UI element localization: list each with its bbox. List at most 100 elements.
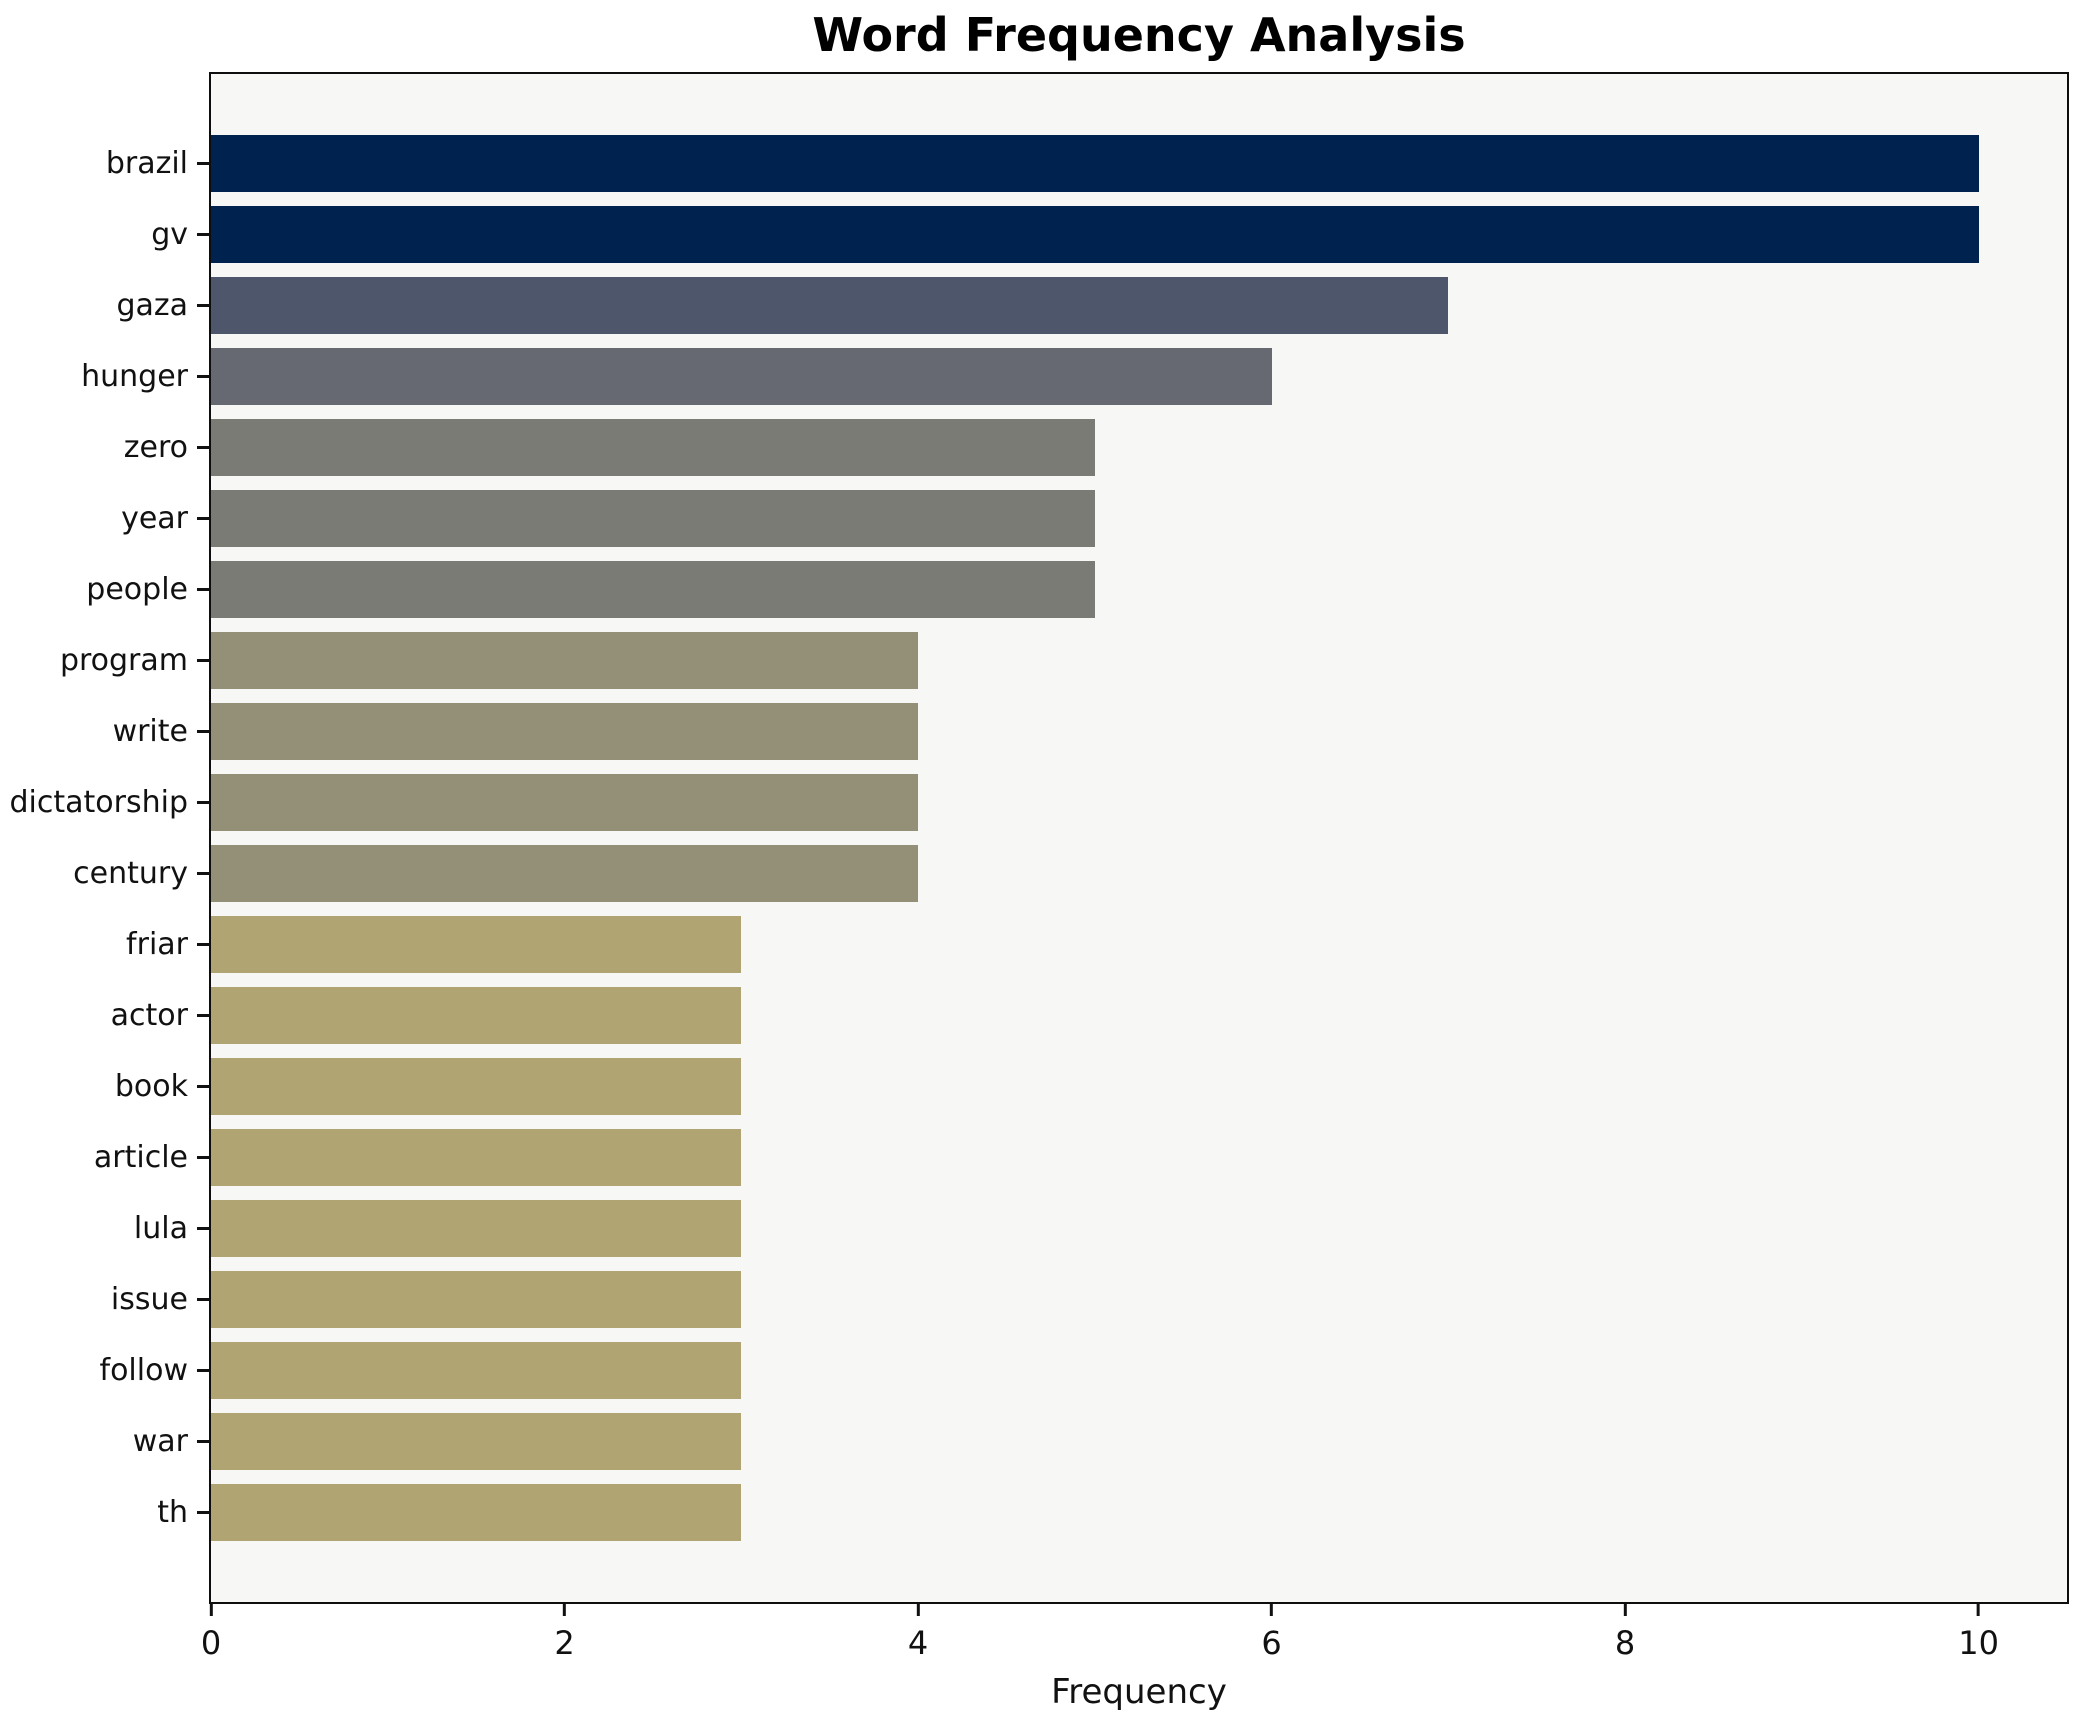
y-tick-mark xyxy=(197,446,209,449)
y-tick-mark xyxy=(197,730,209,733)
y-tick-label: brazil xyxy=(105,146,188,181)
y-tick-label: century xyxy=(73,856,188,891)
y-tick-row: war xyxy=(0,1406,209,1477)
bar-people xyxy=(211,561,1095,618)
y-tick-mark xyxy=(197,1298,209,1301)
y-tick-row: lula xyxy=(0,1193,209,1264)
y-tick-row: hunger xyxy=(0,341,209,412)
bar-row xyxy=(211,341,2067,412)
bar-row xyxy=(211,483,2067,554)
x-tick-label: 2 xyxy=(554,1624,575,1662)
x-tick-label: 0 xyxy=(200,1624,222,1662)
y-tick-label: dictatorship xyxy=(9,785,189,820)
bar-row xyxy=(211,625,2067,696)
bar-row xyxy=(211,412,2067,483)
y-tick-row: follow xyxy=(0,1335,209,1406)
bar-gv xyxy=(211,206,1979,263)
y-tick-mark xyxy=(197,1369,209,1372)
y-tick-label: book xyxy=(114,1069,188,1104)
bar-row xyxy=(211,1193,2067,1264)
y-tick-mark xyxy=(197,801,209,804)
bar-row xyxy=(211,1122,2067,1193)
y-tick-label: th xyxy=(157,1495,188,1530)
y-tick-row: book xyxy=(0,1051,209,1122)
y-tick-label: hunger xyxy=(81,359,188,394)
y-tick-row: th xyxy=(0,1477,209,1548)
y-tick-row: article xyxy=(0,1122,209,1193)
y-tick-mark xyxy=(197,304,209,307)
bar-issue xyxy=(211,1271,742,1328)
y-tick-mark xyxy=(197,1227,209,1230)
x-tick-mark xyxy=(916,1604,920,1616)
y-tick-label: write xyxy=(112,714,188,749)
x-tick: 4 xyxy=(908,1604,928,1662)
bar-war xyxy=(211,1413,742,1470)
x-axis-label: Frequency xyxy=(1051,1672,1227,1712)
bar-row xyxy=(211,270,2067,341)
y-tick-row: dictatorship xyxy=(0,767,209,838)
bar-article xyxy=(211,1129,742,1186)
y-tick-mark xyxy=(197,1085,209,1088)
y-tick-label: friar xyxy=(126,927,188,962)
y-tick-mark xyxy=(197,162,209,165)
x-tick-label: 10 xyxy=(1958,1624,1999,1662)
y-tick-row: program xyxy=(0,625,209,696)
bar-zero xyxy=(211,419,1095,476)
y-tick-label: issue xyxy=(110,1282,188,1317)
bar-dictatorship xyxy=(211,774,919,831)
y-tick-mark xyxy=(197,588,209,591)
y-tick-row: write xyxy=(0,696,209,767)
bar-row xyxy=(211,1477,2067,1548)
bar-row xyxy=(211,554,2067,625)
y-tick-mark xyxy=(197,1511,209,1514)
bar-year xyxy=(211,490,1095,547)
y-tick-mark xyxy=(197,1156,209,1159)
bar-brazil xyxy=(211,135,1979,192)
y-tick-label: actor xyxy=(110,998,188,1033)
y-tick-row: year xyxy=(0,483,209,554)
y-tick-row: gaza xyxy=(0,270,209,341)
plot-area xyxy=(209,72,2069,1604)
y-tick-label: follow xyxy=(99,1353,188,1388)
y-tick-row: brazil xyxy=(0,128,209,199)
x-tick: 2 xyxy=(554,1604,575,1662)
bar-lula xyxy=(211,1200,742,1257)
y-tick-label: war xyxy=(132,1424,188,1459)
x-tick: 8 xyxy=(1615,1604,1635,1662)
y-tick-row: people xyxy=(0,554,209,625)
x-tick-mark xyxy=(563,1604,567,1616)
y-tick-label: lula xyxy=(133,1211,188,1246)
x-tick-mark xyxy=(1623,1604,1627,1616)
y-tick-mark xyxy=(197,1014,209,1017)
y-tick-row: century xyxy=(0,838,209,909)
y-tick-mark xyxy=(197,1440,209,1443)
x-tick: 6 xyxy=(1261,1604,1282,1662)
x-tick-mark xyxy=(1977,1604,1981,1616)
bar-gaza xyxy=(211,277,1449,334)
x-tick-mark xyxy=(209,1604,213,1616)
y-tick-label: gv xyxy=(151,217,188,252)
y-tick-mark xyxy=(197,872,209,875)
bars-container xyxy=(211,74,2067,1602)
y-tick-label: people xyxy=(86,572,188,607)
y-tick-row: issue xyxy=(0,1264,209,1335)
bar-hunger xyxy=(211,348,1272,405)
bar-write xyxy=(211,703,919,760)
x-tick-label: 8 xyxy=(1614,1624,1636,1662)
y-tick-label: program xyxy=(59,643,188,678)
chart-title: Word Frequency Analysis xyxy=(812,8,1466,62)
bar-actor xyxy=(211,987,742,1044)
y-tick-mark xyxy=(197,375,209,378)
x-tick: 0 xyxy=(201,1604,221,1662)
y-tick-label: article xyxy=(93,1140,188,1175)
bar-row xyxy=(211,1264,2067,1335)
bar-row xyxy=(211,909,2067,980)
bar-row xyxy=(211,696,2067,767)
x-tick-label: 6 xyxy=(1261,1624,1282,1662)
y-tick-label: zero xyxy=(123,430,188,465)
y-tick-row: zero xyxy=(0,412,209,483)
bar-program xyxy=(211,632,919,689)
x-tick: 10 xyxy=(1958,1604,1999,1662)
x-tick-mark xyxy=(1270,1604,1274,1616)
